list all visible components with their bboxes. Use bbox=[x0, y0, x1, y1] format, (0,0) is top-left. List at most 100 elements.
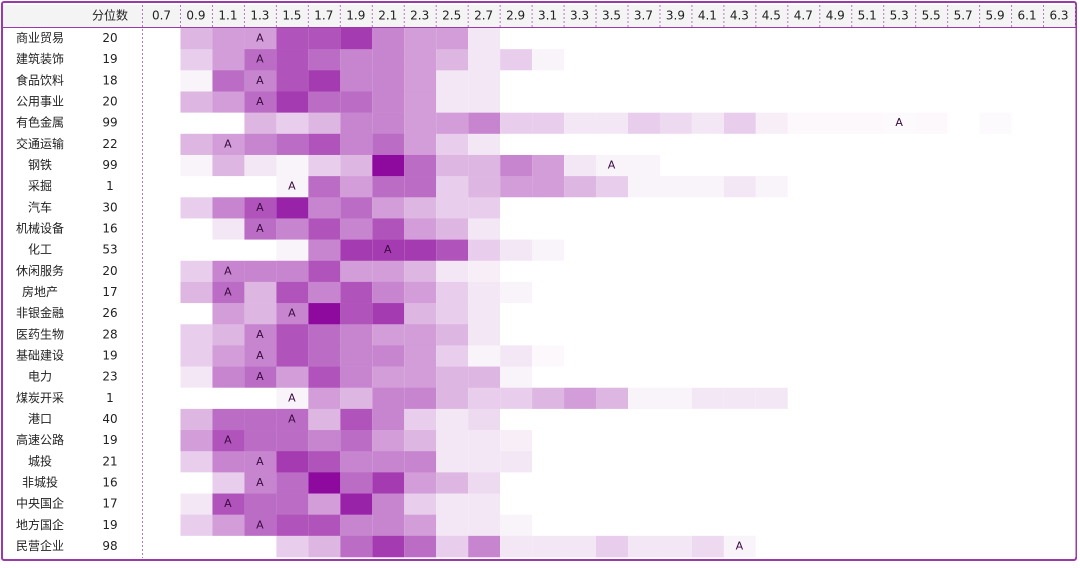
heat-cell bbox=[659, 514, 692, 537]
heat-cell bbox=[404, 260, 437, 283]
heat-cell bbox=[819, 28, 852, 50]
heat-cell bbox=[500, 49, 533, 71]
heat-cell bbox=[436, 514, 469, 537]
heat-cell bbox=[1043, 49, 1076, 71]
heat-cell bbox=[372, 408, 405, 431]
heat-cell bbox=[979, 408, 1012, 431]
heat-cell bbox=[755, 197, 788, 219]
heat-cell bbox=[1043, 239, 1076, 262]
heat-cell bbox=[851, 535, 884, 558]
heat-cell bbox=[532, 430, 565, 452]
heat-cell bbox=[564, 176, 597, 198]
heat-cell bbox=[436, 472, 469, 494]
heat-cell bbox=[532, 28, 565, 50]
heat-cell bbox=[947, 154, 980, 177]
heat-cell bbox=[212, 70, 245, 92]
heat-cell bbox=[404, 239, 437, 262]
heat-cell bbox=[276, 514, 309, 537]
heat-cell bbox=[1011, 176, 1044, 198]
heat-cell bbox=[723, 408, 756, 431]
heat-cell bbox=[723, 472, 756, 494]
heat-cell bbox=[468, 366, 501, 389]
column-label: 4.5 bbox=[762, 9, 781, 23]
heat-cell bbox=[1011, 260, 1044, 283]
current-marker: A bbox=[256, 455, 264, 468]
heat-cell bbox=[244, 387, 277, 410]
heat-cell bbox=[532, 70, 565, 92]
heat-cell bbox=[915, 430, 948, 452]
heat-cell bbox=[404, 324, 437, 346]
heat-cell bbox=[628, 176, 660, 198]
heat-cell bbox=[308, 70, 341, 92]
heat-cell bbox=[308, 49, 341, 71]
heat-cell bbox=[628, 91, 660, 113]
heat-cell bbox=[372, 366, 405, 389]
heat-cell bbox=[1011, 70, 1044, 92]
heat-cell bbox=[372, 197, 405, 219]
heat-cell bbox=[404, 303, 437, 325]
heat-cell bbox=[308, 345, 341, 367]
heat-cell bbox=[468, 514, 501, 537]
heat-cell bbox=[564, 345, 597, 367]
heat-cell bbox=[947, 303, 980, 325]
heat-cell bbox=[212, 28, 245, 50]
heat-cell bbox=[1011, 472, 1044, 494]
heat-cell bbox=[915, 197, 948, 219]
heat-cell bbox=[596, 387, 628, 410]
heat-cell bbox=[500, 303, 533, 325]
row-name: 交通运输 bbox=[16, 136, 64, 151]
heat-cell bbox=[372, 49, 405, 71]
heat-cell bbox=[532, 408, 565, 431]
heat-cell bbox=[979, 303, 1012, 325]
heat-cell bbox=[787, 197, 820, 219]
heat-cell bbox=[340, 218, 373, 240]
heat-cell bbox=[404, 514, 437, 537]
heat-cell bbox=[436, 218, 469, 240]
column-label: 0.9 bbox=[186, 9, 205, 23]
row-name: 休闲服务 bbox=[16, 263, 64, 278]
heat-cell bbox=[468, 345, 501, 367]
heat-cell bbox=[404, 28, 437, 50]
heat-cell bbox=[947, 28, 980, 50]
heat-cell bbox=[883, 514, 916, 537]
heat-cell bbox=[244, 28, 277, 50]
heat-cell bbox=[596, 366, 628, 389]
heat-cell bbox=[755, 451, 788, 473]
heat-cell bbox=[1011, 345, 1044, 367]
heat-cell bbox=[468, 239, 501, 262]
heat-cell bbox=[723, 514, 756, 537]
heat-cell bbox=[596, 451, 628, 473]
heat-cell bbox=[755, 133, 788, 156]
heat-cell bbox=[787, 91, 820, 113]
heat-cell bbox=[244, 324, 277, 346]
heat-cell bbox=[308, 472, 341, 494]
heat-cell bbox=[947, 366, 980, 389]
column-label: 2.9 bbox=[506, 9, 525, 23]
heat-cell bbox=[947, 218, 980, 240]
heat-cell bbox=[180, 387, 213, 410]
heat-cell bbox=[372, 514, 405, 537]
heat-cell bbox=[532, 260, 565, 283]
heat-cell bbox=[691, 535, 724, 558]
row-name: 地方国企 bbox=[16, 517, 64, 532]
heat-cell bbox=[628, 218, 660, 240]
heat-cell bbox=[276, 28, 309, 50]
heat-cell bbox=[723, 493, 756, 515]
quantile: 99 bbox=[102, 158, 117, 172]
heat-cell bbox=[244, 70, 277, 92]
heat-cell bbox=[1043, 218, 1076, 240]
heat-cell bbox=[947, 49, 980, 71]
heat-cell bbox=[596, 49, 628, 71]
heat-cell bbox=[500, 28, 533, 50]
heat-cell bbox=[979, 91, 1012, 113]
row-name: 有色金属 bbox=[16, 115, 64, 130]
current-marker: A bbox=[608, 159, 616, 172]
heat-cell bbox=[244, 91, 277, 113]
heat-cell bbox=[787, 70, 820, 92]
heat-cell bbox=[723, 239, 756, 262]
heat-cell bbox=[628, 514, 660, 537]
heat-cell bbox=[659, 176, 692, 198]
heat-cell bbox=[596, 176, 628, 198]
heat-cell bbox=[1011, 91, 1044, 113]
heat-cell bbox=[404, 154, 437, 177]
